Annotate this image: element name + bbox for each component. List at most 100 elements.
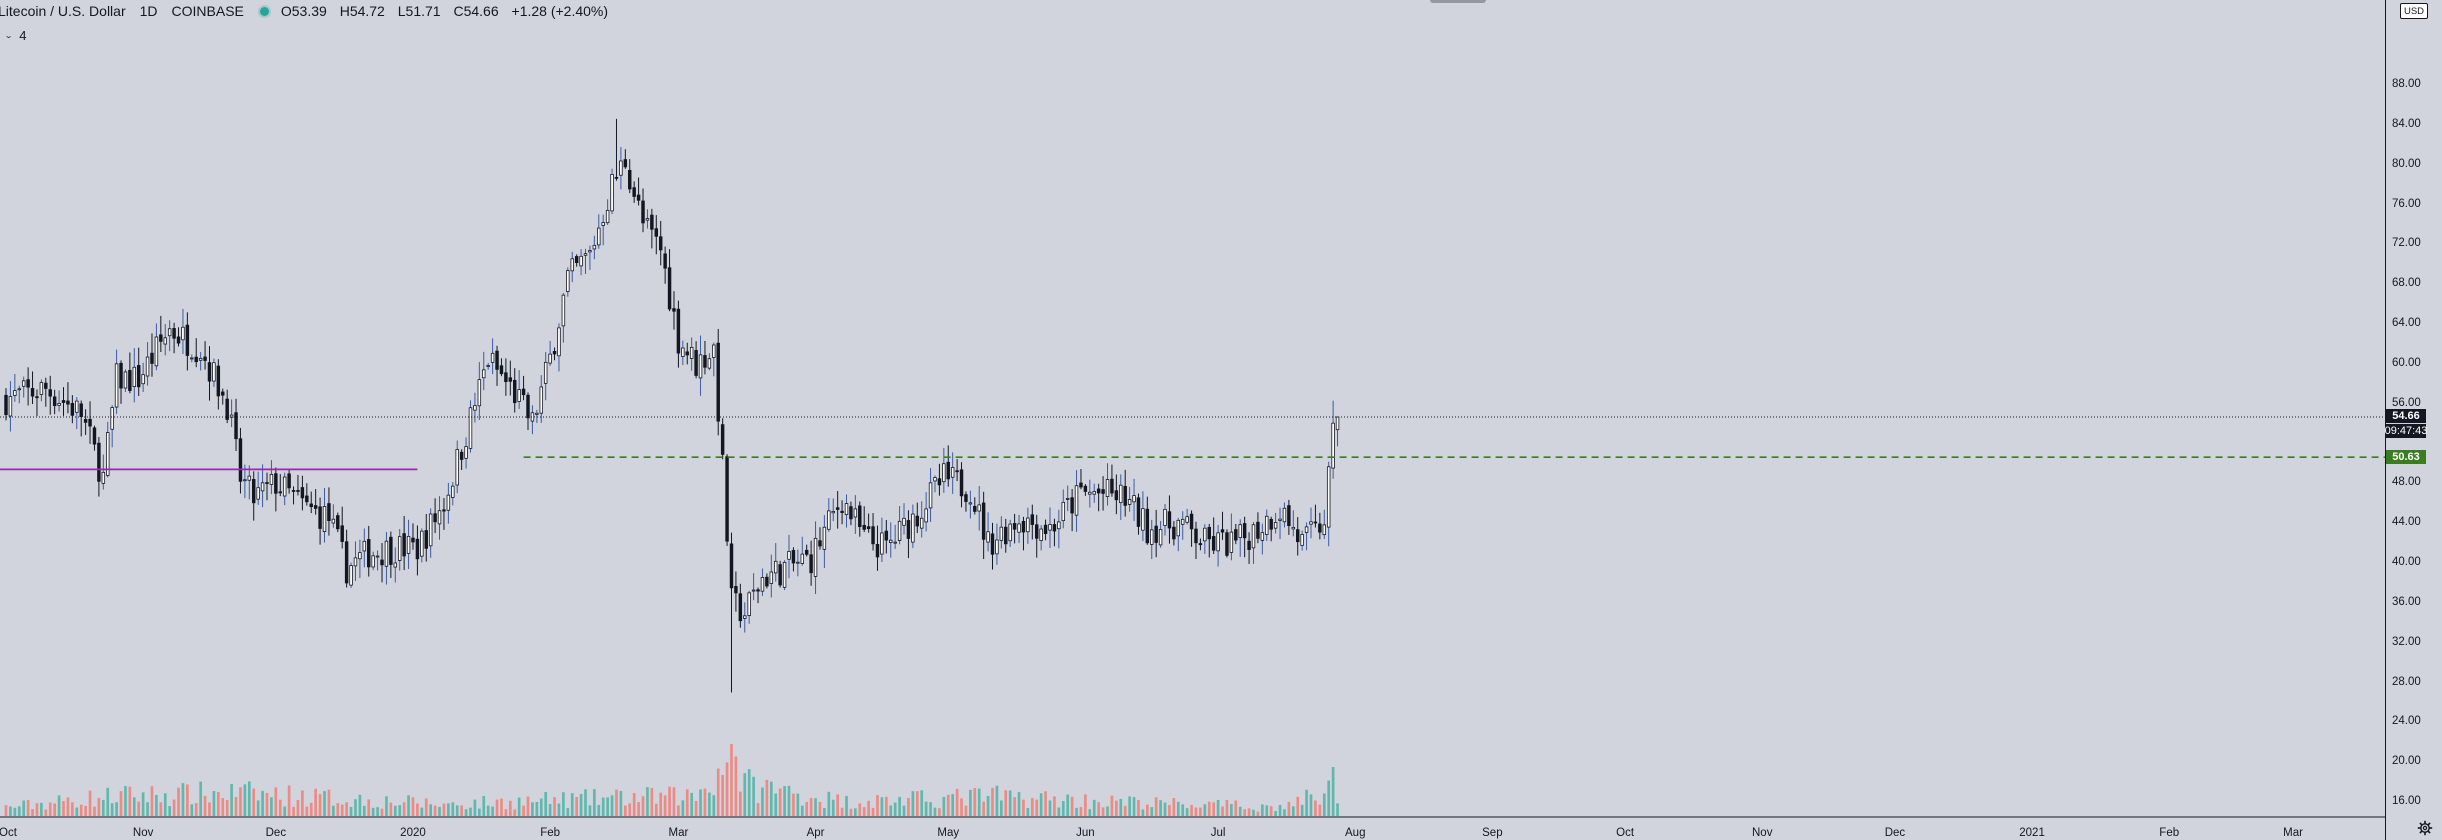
candle bbox=[163, 323, 167, 356]
volume-bar bbox=[1154, 797, 1158, 816]
price-tick-label: 24.00 bbox=[2392, 715, 2421, 728]
candle bbox=[309, 491, 313, 514]
candle bbox=[26, 367, 30, 406]
candle bbox=[1335, 416, 1340, 447]
time-tick-label: Dec bbox=[265, 827, 287, 839]
volume-bar bbox=[323, 791, 326, 816]
volume-bar bbox=[252, 788, 256, 816]
gear-icon[interactable] bbox=[2417, 820, 2433, 836]
volume-bar bbox=[619, 790, 623, 816]
candle bbox=[866, 513, 871, 533]
indicator-count: 4 bbox=[19, 28, 27, 43]
price-tick-label: 48.00 bbox=[2392, 476, 2421, 489]
volume-bar bbox=[889, 805, 893, 816]
price-axis[interactable] bbox=[2385, 0, 2442, 840]
volume-bar bbox=[106, 787, 110, 816]
top-scroll-marker[interactable] bbox=[1430, 0, 1486, 3]
volume-bar bbox=[256, 800, 260, 816]
volume-bar bbox=[1097, 802, 1100, 816]
volume-bar bbox=[1336, 803, 1339, 816]
volume-bar bbox=[1057, 807, 1061, 816]
volume-bar bbox=[287, 785, 291, 816]
volume-bar bbox=[128, 786, 132, 816]
candle bbox=[101, 454, 106, 490]
candle bbox=[1234, 523, 1238, 545]
candle bbox=[579, 249, 583, 276]
candle bbox=[849, 501, 853, 526]
volume-bar bbox=[283, 806, 287, 816]
candle bbox=[769, 554, 774, 598]
candle bbox=[1043, 519, 1048, 541]
volume-bar bbox=[1132, 797, 1136, 816]
time-tick-label: Oct bbox=[1616, 827, 1635, 839]
volume-bar bbox=[862, 807, 866, 816]
volume-bar bbox=[278, 799, 282, 816]
volume-bar bbox=[190, 804, 194, 816]
volume-bar bbox=[163, 793, 167, 816]
volume-bar bbox=[371, 807, 375, 816]
volume-bar bbox=[1261, 804, 1264, 816]
time-tick-label: Nov bbox=[132, 827, 154, 839]
candle bbox=[1180, 511, 1185, 540]
candle bbox=[959, 462, 964, 508]
candle bbox=[614, 118, 619, 181]
candle bbox=[1065, 485, 1070, 512]
price-tick-label: 60.00 bbox=[2392, 356, 2421, 369]
candle bbox=[1008, 519, 1012, 547]
candle bbox=[136, 347, 141, 396]
volume-bar bbox=[628, 803, 632, 816]
volume-bar bbox=[805, 801, 809, 816]
volume-bar bbox=[327, 789, 331, 816]
volume-bar bbox=[964, 805, 968, 816]
candle bbox=[822, 515, 827, 568]
interval-label[interactable]: 1D bbox=[139, 3, 158, 19]
volume-bar bbox=[663, 795, 667, 816]
candle bbox=[889, 522, 893, 558]
volume-bar bbox=[168, 806, 172, 816]
volume-bar bbox=[933, 807, 937, 816]
candle bbox=[35, 389, 39, 417]
candle bbox=[782, 560, 787, 591]
candle bbox=[1260, 523, 1265, 555]
candle bbox=[437, 496, 442, 540]
volume-bar bbox=[1203, 804, 1207, 816]
candle bbox=[380, 543, 384, 583]
candle bbox=[504, 358, 508, 396]
candle bbox=[420, 528, 424, 563]
volume-bar bbox=[393, 805, 397, 816]
currency-button[interactable]: USD bbox=[2400, 3, 2428, 19]
candle bbox=[552, 347, 557, 361]
candle bbox=[331, 504, 336, 528]
candle bbox=[145, 342, 150, 386]
candle bbox=[628, 159, 632, 194]
volume-bar bbox=[234, 796, 238, 816]
candle bbox=[1088, 479, 1092, 508]
candle bbox=[1211, 517, 1216, 555]
candle bbox=[950, 452, 955, 494]
time-tick-label: Sep bbox=[1482, 827, 1503, 839]
symbol-title[interactable]: Litecoin / U.S. Dollar bbox=[0, 3, 126, 19]
volume-bar bbox=[876, 795, 879, 816]
volume-bar bbox=[902, 805, 906, 816]
volume-bar bbox=[345, 802, 348, 816]
volume-bar bbox=[141, 792, 145, 816]
candle bbox=[946, 445, 950, 487]
candle bbox=[221, 388, 225, 405]
candle bbox=[791, 547, 796, 572]
indicators-toggle[interactable]: ⌄ 4 bbox=[4, 28, 26, 43]
volume-bar bbox=[623, 805, 627, 816]
volume-bar bbox=[969, 789, 972, 816]
price-tick-label: 16.00 bbox=[2392, 795, 2421, 807]
candle bbox=[1114, 474, 1119, 515]
volume-bar bbox=[1252, 809, 1255, 816]
candle bbox=[986, 512, 990, 552]
chevron-down-icon[interactable]: ⌄ bbox=[4, 31, 14, 41]
candle bbox=[676, 300, 681, 368]
candle bbox=[393, 547, 398, 583]
volume-bar bbox=[1123, 805, 1127, 816]
candle bbox=[880, 517, 884, 563]
volume-bar bbox=[721, 775, 724, 816]
candle bbox=[1242, 516, 1247, 558]
candle bbox=[1079, 469, 1083, 490]
